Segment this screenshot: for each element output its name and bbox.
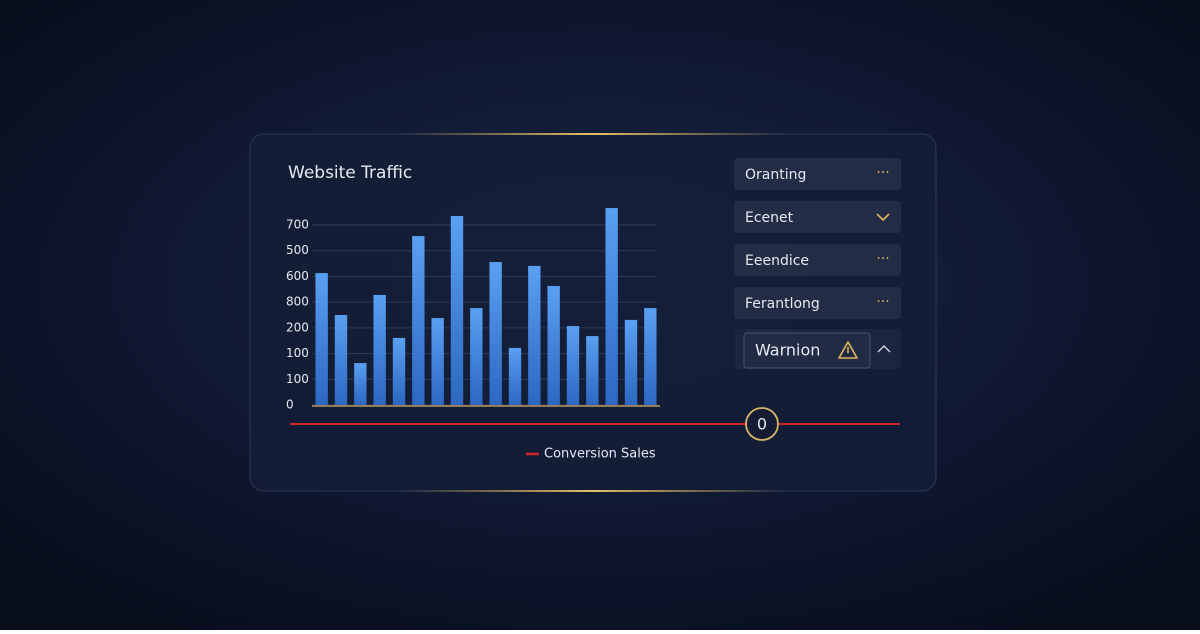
menu-label: Ecenet — [745, 210, 794, 226]
y-tick-label: 0 — [286, 398, 294, 412]
y-tick-label: 500 — [286, 243, 309, 257]
bar — [547, 285, 560, 405]
y-tick-label: 100 — [286, 372, 309, 386]
y-tick-label: 100 — [286, 346, 309, 360]
menu-item[interactable] — [734, 201, 901, 233]
y-tick-label: 600 — [286, 269, 309, 283]
y-tick-label: 800 — [286, 295, 309, 309]
chevron-down[interactable] — [876, 213, 890, 222]
menu-item[interactable] — [734, 287, 901, 319]
bar — [431, 318, 444, 405]
menu-item[interactable] — [734, 244, 901, 276]
bar — [392, 337, 406, 405]
warning-label: Warnion — [755, 341, 820, 360]
bar — [450, 216, 464, 405]
bar — [470, 308, 483, 405]
bar — [315, 273, 328, 405]
bar — [489, 262, 502, 405]
y-tick-label: 200 — [286, 320, 309, 334]
bar — [624, 319, 638, 405]
more-icon[interactable]: ··· — [876, 165, 889, 181]
warning-box[interactable] — [743, 332, 871, 369]
bar — [373, 294, 386, 405]
bar — [354, 363, 367, 405]
menu-label: Eeendice — [745, 253, 809, 269]
bar — [412, 236, 425, 405]
legend-label: Conversion Sales — [544, 447, 656, 462]
menu-label: Oranting — [745, 167, 806, 183]
menu: Oranting ··· Ecenet Eeendice ··· Ferantl… — [734, 158, 901, 319]
glow-bottom — [400, 490, 786, 492]
menu-item[interactable] — [734, 158, 901, 190]
more-icon[interactable]: ··· — [876, 294, 889, 310]
bar — [528, 265, 541, 405]
slider-label: 0 — [757, 415, 767, 434]
bar — [334, 315, 348, 405]
chart-title: Website Traffic — [288, 163, 412, 183]
menu-label: Ferantlong — [745, 296, 820, 312]
bar — [605, 208, 618, 405]
more-icon[interactable]: ··· — [876, 251, 889, 267]
bar — [508, 347, 522, 405]
bar — [586, 336, 599, 405]
glow-top — [400, 133, 786, 135]
bar — [566, 326, 580, 405]
slider-thumb[interactable] — [745, 407, 779, 441]
chevron-up[interactable] — [877, 345, 891, 353]
bar — [644, 308, 657, 405]
y-tick-label: 700 — [286, 218, 309, 232]
warning-icon — [838, 341, 858, 359]
